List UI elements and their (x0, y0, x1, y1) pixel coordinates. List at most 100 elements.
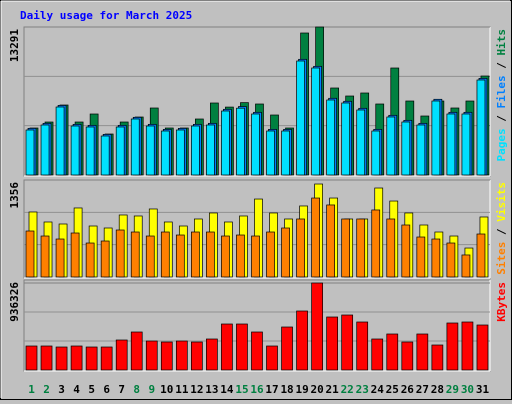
bar (130, 331, 143, 371)
chart-title: Daily usage for March 2025 (20, 9, 192, 22)
bar (311, 282, 323, 371)
y-tick-label: 13291 (8, 29, 21, 62)
bar (371, 338, 384, 371)
x-tick-label: 11 (175, 383, 189, 396)
bar (70, 345, 83, 371)
bar (25, 230, 35, 278)
legend: Pages / Files / Hits (495, 29, 508, 162)
x-tick-label: 2 (43, 383, 50, 396)
bar (356, 109, 366, 176)
x-tick-label: 26 (401, 383, 415, 396)
bar (115, 229, 125, 278)
x-tick-label: 14 (220, 383, 234, 396)
y-tick-label: 1356 (8, 182, 21, 209)
bar (461, 254, 471, 278)
x-tick-label: 22 (341, 383, 354, 396)
bar (160, 231, 170, 278)
bar (416, 236, 426, 278)
bar (386, 333, 399, 371)
bar (266, 345, 278, 371)
legend-separator: / (495, 56, 508, 76)
bar (85, 242, 95, 278)
bar (281, 227, 290, 278)
bar (311, 197, 320, 278)
bar (461, 321, 474, 371)
bar (130, 231, 140, 278)
bar (296, 60, 305, 176)
bar (115, 339, 128, 371)
bar (266, 231, 275, 278)
x-tick-label: 9 (148, 383, 155, 396)
bar (236, 107, 245, 176)
x-tick-label: 1 (28, 383, 35, 396)
bar (175, 129, 185, 176)
bar (296, 310, 308, 371)
bar (371, 130, 381, 176)
bar (446, 113, 456, 176)
bar (221, 110, 230, 176)
bar (281, 326, 293, 371)
x-tick-label: 18 (280, 383, 293, 396)
bar (145, 235, 155, 278)
bar (85, 126, 95, 176)
bar (326, 204, 335, 278)
bar (251, 235, 260, 278)
x-tick-label: 4 (73, 383, 80, 396)
x-tick-label: 27 (416, 383, 429, 396)
bar (461, 113, 471, 176)
bar (401, 121, 411, 176)
bar (100, 135, 110, 176)
bar (85, 346, 98, 371)
x-tick-label: 31 (476, 383, 490, 396)
bar (55, 238, 65, 278)
bar (341, 218, 351, 278)
bar (206, 124, 215, 176)
bar (40, 345, 53, 371)
legend-entry: Visits (495, 182, 508, 222)
bar (25, 345, 38, 371)
bar (356, 218, 366, 278)
legend-entry: KBytes (495, 282, 508, 322)
legend-entry: Hits (495, 29, 508, 56)
x-tick-label: 3 (58, 383, 65, 396)
x-tick-label: 5 (88, 383, 95, 396)
x-tick-label: 12 (190, 383, 203, 396)
x-tick-label: 20 (311, 383, 324, 396)
x-tick-label: 30 (461, 383, 474, 396)
bar (401, 224, 411, 278)
bar (251, 113, 260, 176)
bar (431, 344, 444, 371)
bar (206, 338, 218, 371)
legend-entry: Sites (495, 242, 508, 275)
bar (266, 130, 275, 176)
bar (341, 102, 351, 176)
x-tick-label: 10 (160, 383, 173, 396)
bar (70, 232, 80, 278)
bar (431, 100, 441, 176)
bar (191, 231, 200, 278)
legend: Sites / Visits (495, 182, 508, 275)
x-tick-label: 21 (326, 383, 340, 396)
bar (446, 322, 459, 371)
bar (130, 118, 140, 176)
bar (326, 316, 338, 371)
x-tick-label: 8 (133, 383, 140, 396)
legend-separator: / (495, 109, 508, 129)
bar (251, 331, 263, 371)
bar (386, 116, 396, 176)
x-tick-label: 29 (446, 383, 459, 396)
bar (25, 129, 35, 176)
bar (296, 218, 305, 278)
bar (40, 235, 50, 278)
bar (386, 218, 396, 278)
bar (356, 321, 369, 371)
bar (145, 125, 155, 176)
legend: KBytes (495, 282, 508, 322)
x-tick-label: 17 (265, 383, 278, 396)
legend-entry: Files (495, 75, 508, 108)
bar (416, 333, 429, 371)
x-tick-label: 25 (386, 383, 399, 396)
y-tick-label: 936326 (8, 282, 21, 322)
bar (281, 130, 290, 176)
